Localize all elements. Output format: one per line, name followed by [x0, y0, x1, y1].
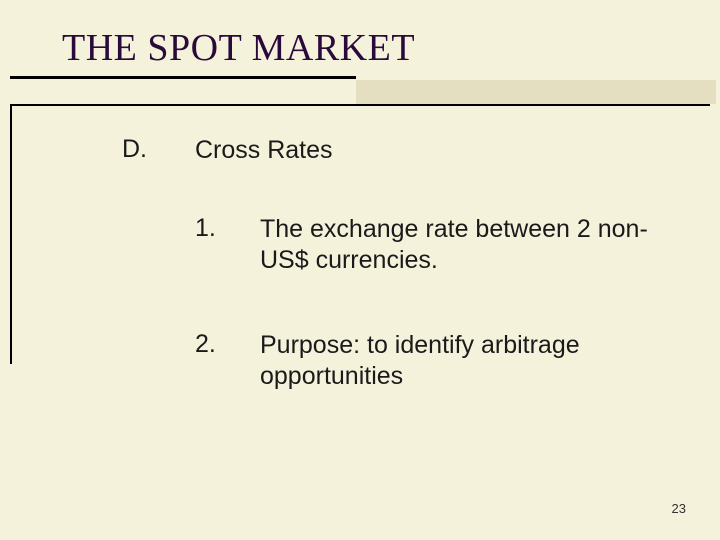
side-rule [10, 104, 12, 364]
slide-title: THE SPOT MARKET [62, 26, 415, 70]
section-marker: D. [122, 135, 147, 164]
item-2-text: Purpose: to identify arbitrage opportuni… [260, 330, 660, 393]
item-1-text: The exchange rate between 2 non-US$ curr… [260, 214, 660, 277]
section-heading: Cross Rates [195, 135, 333, 166]
title-underline-long [10, 104, 710, 106]
title-underline-shadow [356, 80, 716, 104]
page-number: 23 [672, 501, 686, 516]
item-1-marker: 1. [195, 214, 216, 243]
title-underline-short [10, 76, 356, 79]
item-2-marker: 2. [195, 330, 216, 359]
